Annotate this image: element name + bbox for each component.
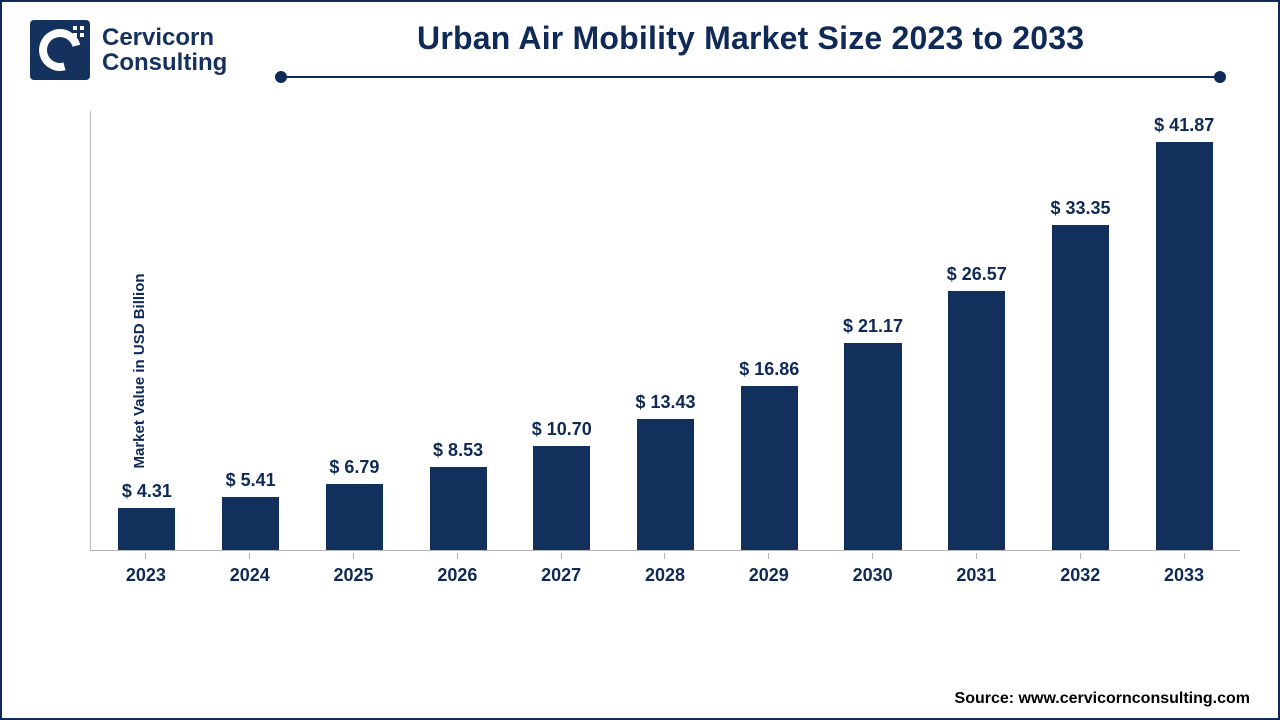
x-tick: 2029 bbox=[717, 559, 821, 586]
bar-slot: $ 6.79 bbox=[302, 111, 406, 550]
source-text: www.cervicornconsulting.com bbox=[1019, 690, 1250, 707]
bars-container: $ 4.31 $ 5.41 $ 6.79 $ 8.53 $ 10.70 $ 13.43 $ … bbox=[91, 111, 1240, 550]
bar-value-label: $ 26.57 bbox=[947, 264, 1007, 285]
chart-frame: Cervicorn Consulting Urban Air Mobility … bbox=[0, 0, 1280, 720]
bar-slot: $ 16.86 bbox=[717, 111, 821, 550]
source-prefix: Source: bbox=[955, 690, 1019, 707]
bar-value-label: $ 16.86 bbox=[739, 359, 799, 380]
header: Cervicorn Consulting Urban Air Mobility … bbox=[30, 20, 1250, 83]
title-wrap: Urban Air Mobility Market Size 2023 to 2… bbox=[251, 20, 1250, 83]
chart-title: Urban Air Mobility Market Size 2023 to 2… bbox=[251, 20, 1250, 57]
bar-slot: $ 10.70 bbox=[510, 111, 614, 550]
brand-logo-text: Cervicorn Consulting bbox=[102, 25, 227, 75]
bar-value-label: $ 8.53 bbox=[433, 440, 483, 461]
bar-slot: $ 8.53 bbox=[406, 111, 510, 550]
source-line: Source: www.cervicornconsulting.com bbox=[955, 690, 1250, 708]
x-tick: 2023 bbox=[94, 559, 198, 586]
bar bbox=[844, 343, 901, 550]
x-tick: 2030 bbox=[821, 559, 925, 586]
brand-name-line1: Cervicorn bbox=[102, 25, 227, 50]
bar-slot: $ 13.43 bbox=[614, 111, 718, 550]
bar bbox=[430, 467, 487, 550]
bar-value-label: $ 10.70 bbox=[532, 419, 592, 440]
bar-slot: $ 21.17 bbox=[821, 111, 925, 550]
bar-value-label: $ 41.87 bbox=[1154, 115, 1214, 136]
bar bbox=[741, 386, 798, 550]
plot: $ 4.31 $ 5.41 $ 6.79 $ 8.53 $ 10.70 $ 13.43 $ … bbox=[90, 111, 1240, 551]
chart-area: Market Value in USD Billion $ 4.31$ 5.41… bbox=[90, 111, 1240, 631]
bar bbox=[1156, 142, 1213, 550]
title-rule bbox=[281, 71, 1220, 83]
bar bbox=[1052, 225, 1109, 550]
x-tick: 2033 bbox=[1132, 559, 1236, 586]
bar-value-label: $ 5.41 bbox=[226, 470, 276, 491]
bar-slot: $ 33.35 bbox=[1029, 111, 1133, 550]
bar bbox=[326, 484, 383, 550]
bar bbox=[637, 419, 694, 550]
x-tick: 2028 bbox=[613, 559, 717, 586]
bar bbox=[948, 291, 1005, 550]
brand-logo: Cervicorn Consulting bbox=[30, 20, 227, 80]
x-tick: 2024 bbox=[198, 559, 302, 586]
x-tick: 2026 bbox=[405, 559, 509, 586]
bar-slot: $ 4.31 bbox=[95, 111, 199, 550]
bar-slot: $ 26.57 bbox=[925, 111, 1029, 550]
bar bbox=[222, 497, 279, 550]
bar-value-label: $ 6.79 bbox=[329, 457, 379, 478]
brand-logo-mark bbox=[30, 20, 90, 80]
bar bbox=[533, 446, 590, 550]
x-tick: 2027 bbox=[509, 559, 613, 586]
x-tick: 2032 bbox=[1028, 559, 1132, 586]
bar-slot: $ 5.41 bbox=[199, 111, 303, 550]
bar-slot: $ 41.87 bbox=[1132, 111, 1236, 550]
x-tick: 2025 bbox=[302, 559, 406, 586]
bar-value-label: $ 4.31 bbox=[122, 481, 172, 502]
bar bbox=[118, 508, 175, 550]
bar-value-label: $ 33.35 bbox=[1050, 198, 1110, 219]
bar-value-label: $ 13.43 bbox=[636, 392, 696, 413]
x-axis: 2023202420252026202720282029203020312032… bbox=[90, 559, 1240, 586]
x-tick: 2031 bbox=[925, 559, 1029, 586]
bar-value-label: $ 21.17 bbox=[843, 316, 903, 337]
brand-name-line2: Consulting bbox=[102, 50, 227, 75]
